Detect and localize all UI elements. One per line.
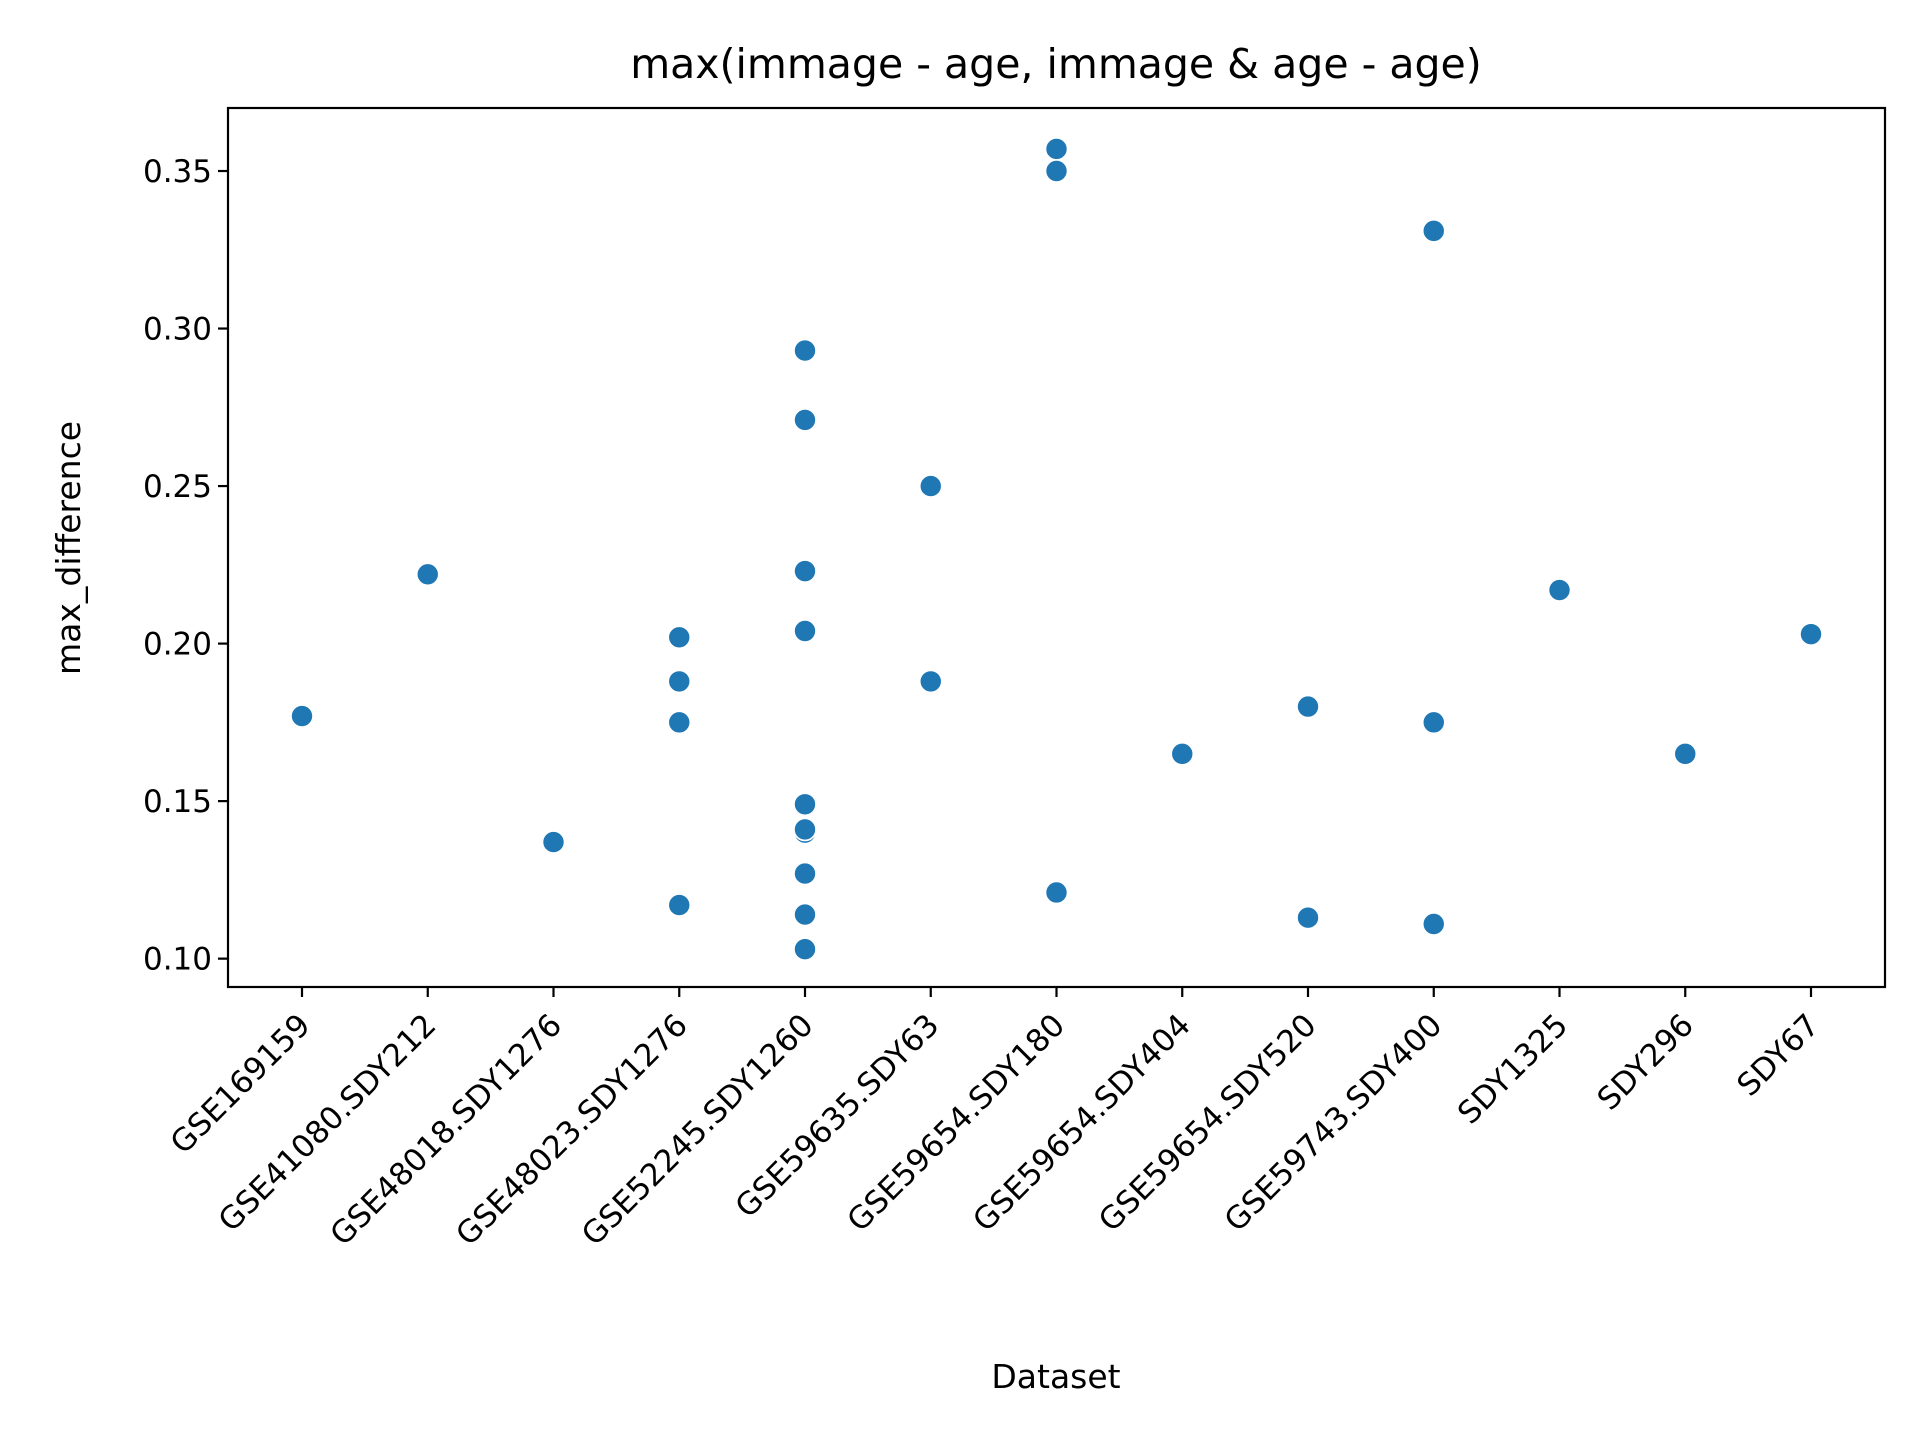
x-axis-label: Dataset	[991, 1357, 1120, 1396]
data-point	[1044, 159, 1069, 183]
data-point	[667, 625, 692, 650]
x-tick-label: SDY1325	[1451, 1007, 1575, 1131]
data-point	[793, 861, 817, 886]
data-point	[918, 474, 943, 498]
x-tick-label: GSE59654.SDY520	[1092, 1007, 1324, 1239]
data-point	[1170, 742, 1195, 766]
x-tick-label: SDY296	[1591, 1007, 1701, 1117]
y-tick-label: 0.25	[143, 469, 212, 505]
y-axis-label: max_difference	[49, 421, 88, 675]
data-point	[793, 937, 817, 961]
y-tick-label: 0.15	[143, 784, 212, 820]
x-tick-label: GSE48023.SDY1276	[449, 1007, 695, 1253]
y-tick-label: 0.35	[143, 154, 212, 190]
data-point	[290, 704, 314, 728]
x-tick-label: GSE52245.SDY1260	[575, 1007, 821, 1253]
y-tick-label: 0.10	[143, 942, 212, 978]
x-axis: GSE169159GSE41080.SDY212GSE48018.SDY1276…	[164, 987, 1827, 1253]
data-point	[1799, 622, 1823, 646]
data-point	[1296, 905, 1320, 930]
x-tick-label: GSE59743.SDY400	[1218, 1007, 1450, 1239]
data-point	[415, 562, 440, 587]
plot-frame	[226, 106, 1887, 989]
chart-title: max(immage - age, immage & age - age)	[630, 40, 1482, 88]
data-point	[793, 817, 817, 842]
data-point	[793, 792, 817, 817]
data-point	[1044, 137, 1069, 161]
data-point	[1296, 694, 1320, 719]
y-tick-label: 0.30	[143, 312, 212, 348]
data-point	[793, 338, 817, 363]
data-point	[793, 559, 817, 583]
data-point	[541, 830, 566, 854]
plot-area	[290, 137, 1823, 961]
data-point	[1673, 742, 1698, 766]
x-tick-label: GSE59654.SDY404	[966, 1007, 1198, 1239]
data-point	[1421, 219, 1446, 243]
data-point	[918, 669, 943, 694]
data-point	[667, 893, 692, 917]
data-point	[1421, 710, 1446, 735]
data-point	[1421, 912, 1446, 936]
data-point	[1044, 880, 1069, 905]
x-tick-label: SDY67	[1730, 1007, 1826, 1103]
x-tick-label: GSE48018.SDY1276	[323, 1007, 569, 1253]
y-tick-label: 0.20	[143, 627, 212, 663]
data-point	[667, 710, 692, 735]
data-point	[793, 902, 817, 927]
x-tick-label: GSE41080.SDY212	[212, 1007, 444, 1239]
data-point	[793, 619, 817, 643]
data-point	[667, 669, 692, 694]
x-tick-label: GSE59654.SDY180	[840, 1007, 1072, 1239]
y-axis: 0.10 0.15 0.20 0.25 0.30 0.35	[143, 154, 228, 978]
data-point	[1547, 578, 1572, 602]
data-point	[793, 408, 817, 432]
